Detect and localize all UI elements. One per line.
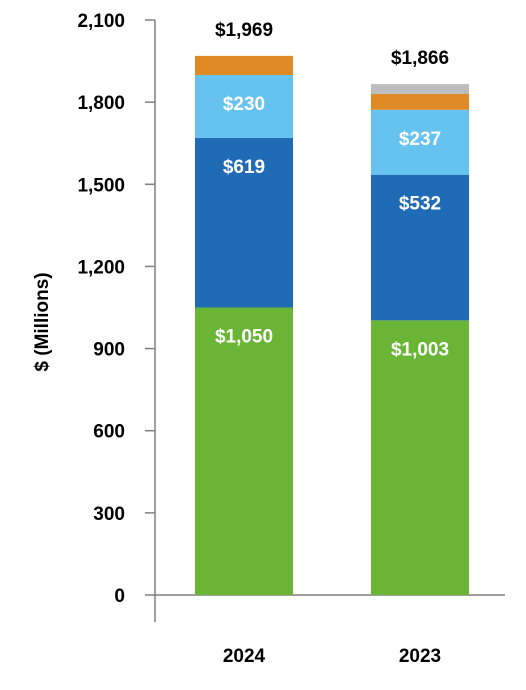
segment-value-label: $1,050 [215,327,273,348]
segment-value-label: $237 [399,129,441,150]
bar-segment [195,55,293,76]
y-ticks: 0 300 600 900 1,200 1,500 1,800 2,100 [77,11,155,607]
bar-total-label: $1,969 [215,20,273,41]
y-tick-label: 900 [93,340,125,361]
x-tick-label: 2024 [223,646,266,667]
y-tick-label: 2,100 [77,11,125,32]
y-tick-label: 0 [114,586,125,607]
segment-value-label: $619 [223,157,265,178]
segment-value-label: $1,003 [391,339,449,360]
bar-segment [195,75,293,139]
bar-segment [371,84,469,94]
segment-value-label: $230 [223,94,265,115]
bar-segment [371,109,469,175]
bar-total-label: $1,866 [391,48,449,69]
y-tick-label: 1,800 [77,93,125,114]
bar-segment [371,174,469,321]
y-tick-label: 1,200 [77,257,125,278]
x-tick-label: 2023 [399,646,441,667]
y-tick-label: 1,500 [77,175,125,196]
segment-value-label: $532 [399,194,441,215]
y-tick-label: 300 [93,504,125,525]
bar-segment [371,93,469,110]
bar-segment [371,320,469,595]
y-axis-label: $ (Millions) [32,272,53,371]
bars: $1,050 $619 $230 $1,969 $1,003 $532 $237 $1,866 [195,20,469,595]
y-tick-label: 600 [93,422,125,443]
bar-segment [195,138,293,308]
x-tick-labels: 2024 2023 [223,646,441,667]
bar-segment [195,307,293,595]
